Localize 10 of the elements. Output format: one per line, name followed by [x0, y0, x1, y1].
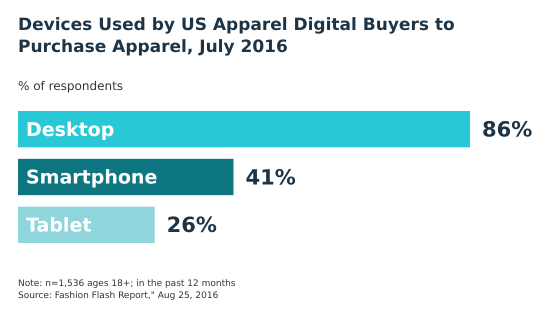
data-label: 26% [166, 213, 217, 238]
source-note: Source: Fashion Flash Report," Aug 25, 2016 [18, 291, 219, 301]
data-label: 86% [482, 118, 532, 142]
y-tick-label: Tablet [26, 214, 92, 236]
chart-subtitle: % of respondents [18, 79, 124, 93]
y-tick-label: Smartphone [26, 166, 158, 189]
chart-title: Devices Used by US Apparel Digital Buyers to Purchase Apparel, July 2016 [18, 15, 455, 57]
text: Note: n=1,536 ages 18+; in the past 12 months [18, 279, 236, 289]
data-label: 41% [245, 165, 296, 190]
y-tick-label: Desktop [26, 118, 114, 141]
